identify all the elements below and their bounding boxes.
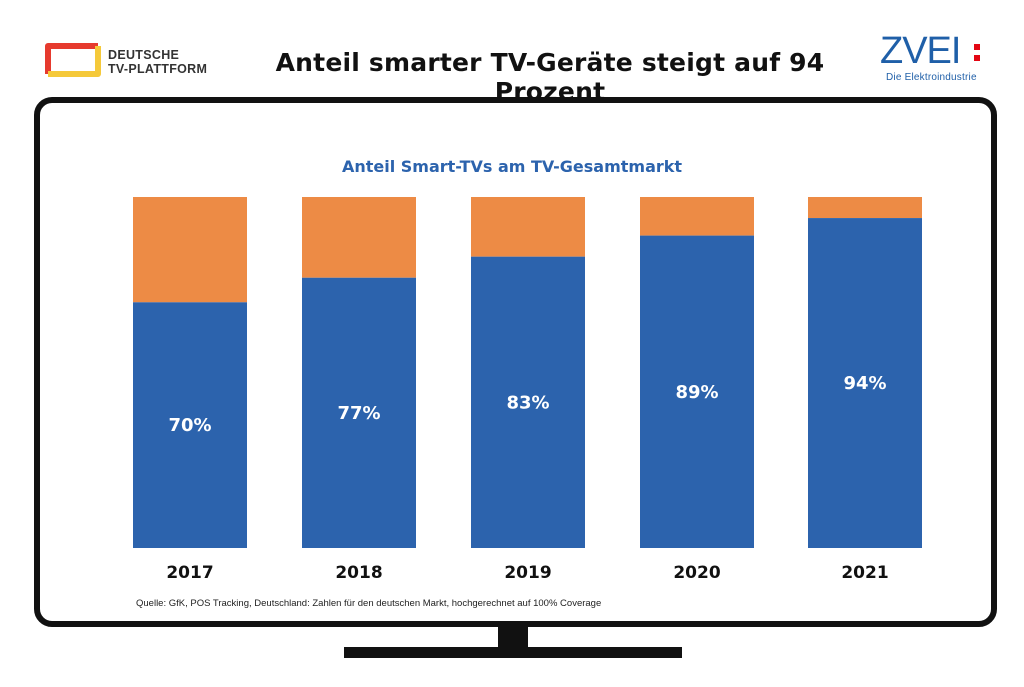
data-label-2019: 83% bbox=[506, 392, 549, 413]
data-label-2020: 89% bbox=[675, 382, 718, 403]
bar-segment-smart-2021 bbox=[808, 218, 922, 548]
x-tick-label-2018: 2018 bbox=[335, 563, 382, 583]
logo-line-2: TV-PLATTFORM bbox=[108, 62, 208, 76]
x-tick-label-2020: 2020 bbox=[673, 563, 720, 583]
tv-stand-base bbox=[344, 647, 682, 658]
chart-title: Anteil Smart-TVs am TV-Gesamtmarkt bbox=[341, 157, 683, 176]
zvei-wordmark: ZVEI bbox=[880, 30, 961, 72]
data-label-2017: 70% bbox=[168, 415, 211, 436]
x-tick-label-2021: 2021 bbox=[841, 563, 888, 583]
zvei-subtitle: Die Elektroindustrie bbox=[886, 72, 977, 83]
bar-segment-smart-2017 bbox=[133, 302, 247, 548]
bar-segment-other-2021 bbox=[808, 197, 922, 219]
data-label-2018: 77% bbox=[337, 403, 380, 424]
tv-frame-logo-icon bbox=[45, 43, 101, 77]
x-tick-label-2019: 2019 bbox=[504, 563, 551, 583]
bar-segment-other-2020 bbox=[640, 197, 754, 236]
bar-segment-smart-2020 bbox=[640, 235, 754, 549]
x-tick-label-2017: 2017 bbox=[166, 563, 213, 583]
bar-segment-other-2017 bbox=[133, 197, 247, 303]
bar-segment-other-2019 bbox=[471, 197, 585, 257]
zvei-colon-icon bbox=[974, 44, 980, 66]
bar-segment-smart-2019 bbox=[471, 256, 585, 548]
deutsche-tv-plattform-logo: DEUTSCHE TV-PLATTFORM bbox=[44, 40, 244, 84]
data-label-2021: 94% bbox=[843, 373, 886, 394]
logo-line-1: DEUTSCHE bbox=[108, 48, 180, 62]
deutsche-tv-plattform-wordmark: DEUTSCHE TV-PLATTFORM bbox=[108, 48, 207, 76]
tv-stand-neck bbox=[498, 624, 528, 648]
zvei-logo: ZVEI Die Elektroindustrie bbox=[880, 30, 990, 86]
source-note: Quelle: GfK, POS Tracking, Deutschland: … bbox=[136, 598, 602, 609]
bar-segment-smart-2018 bbox=[302, 277, 416, 548]
bar-segment-other-2018 bbox=[302, 197, 416, 278]
